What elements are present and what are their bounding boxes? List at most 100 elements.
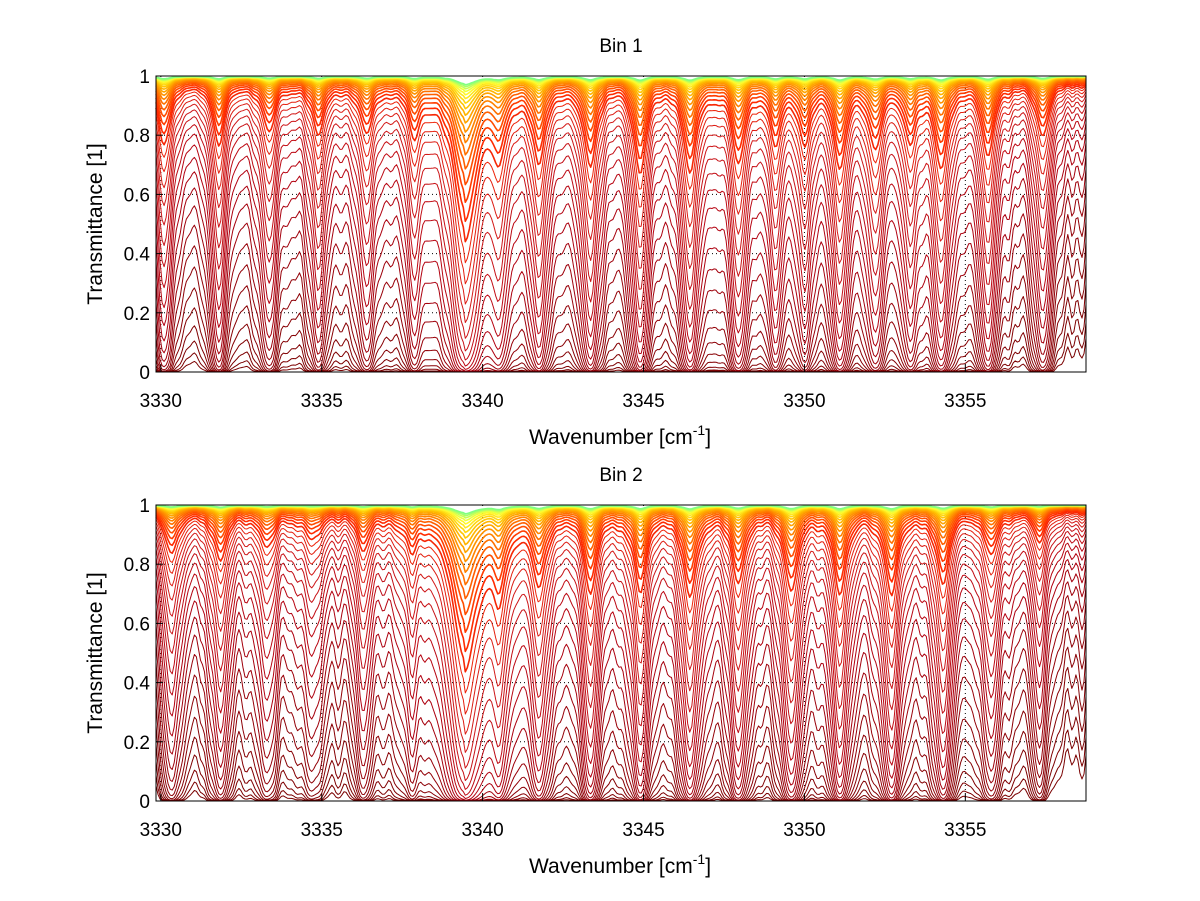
x-tick-label: 3345	[622, 391, 664, 412]
series-line	[155, 513, 1087, 694]
series-line	[155, 522, 1087, 769]
x-tick-label: 3335	[301, 391, 343, 412]
x-tick-label: 3330	[140, 391, 182, 412]
series-line	[155, 510, 1087, 653]
x-tick-label: 3350	[783, 820, 825, 841]
chart-title-bin-2: Bin 2	[599, 465, 642, 486]
x-tick-label: 3345	[622, 820, 664, 841]
series-line	[155, 82, 1087, 223]
series-line	[155, 94, 1087, 323]
x-axis-label-bin-1: Wavenumber [cm-1]	[529, 422, 711, 449]
series-line	[155, 516, 1087, 735]
x-tick-label: 3355	[944, 391, 986, 412]
series-line	[155, 709, 1087, 801]
x-axis-label-text: Wavenumber [cm	[529, 855, 693, 878]
x-ticks-bin-2: 3330 3335 3340 3345 3350 3355	[140, 794, 986, 841]
series-line	[155, 536, 1087, 796]
y-tick-label: 0.4	[124, 674, 151, 695]
x-tick-label: 3350	[783, 391, 825, 412]
axes-frame-bin-1	[155, 75, 1087, 373]
y-tick-label: 0.6	[124, 614, 150, 635]
series-line	[155, 569, 1087, 801]
series-line	[155, 122, 1087, 370]
series-line	[155, 542, 1087, 799]
y-tick-label: 0.2	[124, 733, 150, 754]
series-line	[155, 550, 1087, 801]
y-ticks-bin-1: 0 0.2 0.4 0.6 0.8 1	[124, 67, 163, 384]
x-axis-label-bin-2: Wavenumber [cm-1]	[529, 851, 711, 878]
series-group-bin-1	[155, 75, 1087, 372]
series-line	[155, 505, 1087, 554]
series-line	[155, 526, 1087, 781]
series-line	[155, 519, 1087, 753]
series-line	[155, 666, 1087, 801]
series-line	[155, 81, 1087, 203]
series-line	[155, 530, 1087, 790]
series-line	[155, 77, 1087, 144]
series-line	[155, 241, 1087, 372]
series-line	[155, 610, 1087, 801]
series-line	[155, 262, 1087, 372]
series-line	[155, 86, 1087, 264]
series-group-bin-2	[155, 504, 1087, 801]
series-line	[155, 77, 1087, 133]
y-ticks-bin-2: 0 0.2 0.4 0.6 0.8 1	[124, 496, 163, 813]
series-line	[155, 142, 1087, 372]
series-line	[155, 132, 1087, 372]
series-line	[155, 627, 1087, 801]
x-tick-label: 3355	[944, 820, 986, 841]
axes-frame-bin-2	[155, 504, 1087, 802]
series-line	[155, 511, 1087, 673]
series-line	[155, 595, 1087, 801]
series-line	[155, 91, 1087, 305]
x-axis-label-superscript: -1	[693, 422, 706, 438]
series-line	[155, 108, 1087, 361]
y-tick-label: 0	[139, 363, 150, 384]
x-axis-label-end: ]	[705, 426, 711, 449]
series-line	[155, 506, 1087, 586]
series-line	[155, 78, 1087, 156]
y-tick-label: 0.2	[124, 304, 150, 325]
chart-title-bin-1: Bin 1	[599, 36, 642, 57]
y-axis-label-bin-2: Transmittance [1]	[84, 572, 107, 733]
series-line	[155, 79, 1087, 170]
series-line	[155, 508, 1087, 633]
series-line	[155, 88, 1087, 285]
x-tick-label: 3335	[301, 820, 343, 841]
axes-bin-1: Bin 1 3330 3335 3340 3345 3350 3355 0 0.2 0.4 0.…	[84, 36, 1087, 449]
series-line	[155, 75, 1087, 86]
series-line	[155, 507, 1087, 600]
x-axis-label-text: Wavenumber [cm	[529, 426, 693, 449]
series-line	[155, 646, 1087, 801]
y-tick-label: 0.8	[124, 555, 150, 576]
x-ticks-bin-1: 3330 3335 3340 3345 3350 3355	[140, 365, 986, 412]
series-line	[155, 80, 1087, 186]
series-line	[155, 115, 1087, 367]
series-line	[155, 504, 1087, 515]
x-axis-label-end: ]	[705, 855, 711, 878]
series-line	[155, 687, 1087, 801]
series-line	[155, 508, 1087, 616]
series-line	[155, 184, 1087, 372]
series-line	[155, 98, 1087, 339]
series-line	[155, 168, 1087, 372]
y-tick-label: 1	[139, 67, 150, 88]
y-tick-label: 0	[139, 792, 150, 813]
x-tick-label: 3340	[461, 820, 503, 841]
series-line	[155, 581, 1087, 801]
series-line	[155, 103, 1087, 352]
x-tick-label: 3340	[461, 391, 503, 412]
x-tick-label: 3330	[140, 820, 182, 841]
series-line	[155, 202, 1087, 372]
series-line	[155, 559, 1087, 801]
series-line	[155, 514, 1087, 715]
series-line	[155, 221, 1087, 372]
y-tick-label: 0.4	[124, 245, 151, 266]
y-axis-label-bin-1: Transmittance [1]	[84, 143, 107, 304]
y-tick-label: 0.8	[124, 126, 150, 147]
x-axis-label-superscript: -1	[693, 851, 706, 867]
series-line	[155, 506, 1087, 573]
axes-bin-2: Bin 2 3330 3335 3340 3345 3350 3355 0 0.2 0.4 0.…	[84, 465, 1087, 878]
y-tick-label: 1	[139, 496, 150, 517]
